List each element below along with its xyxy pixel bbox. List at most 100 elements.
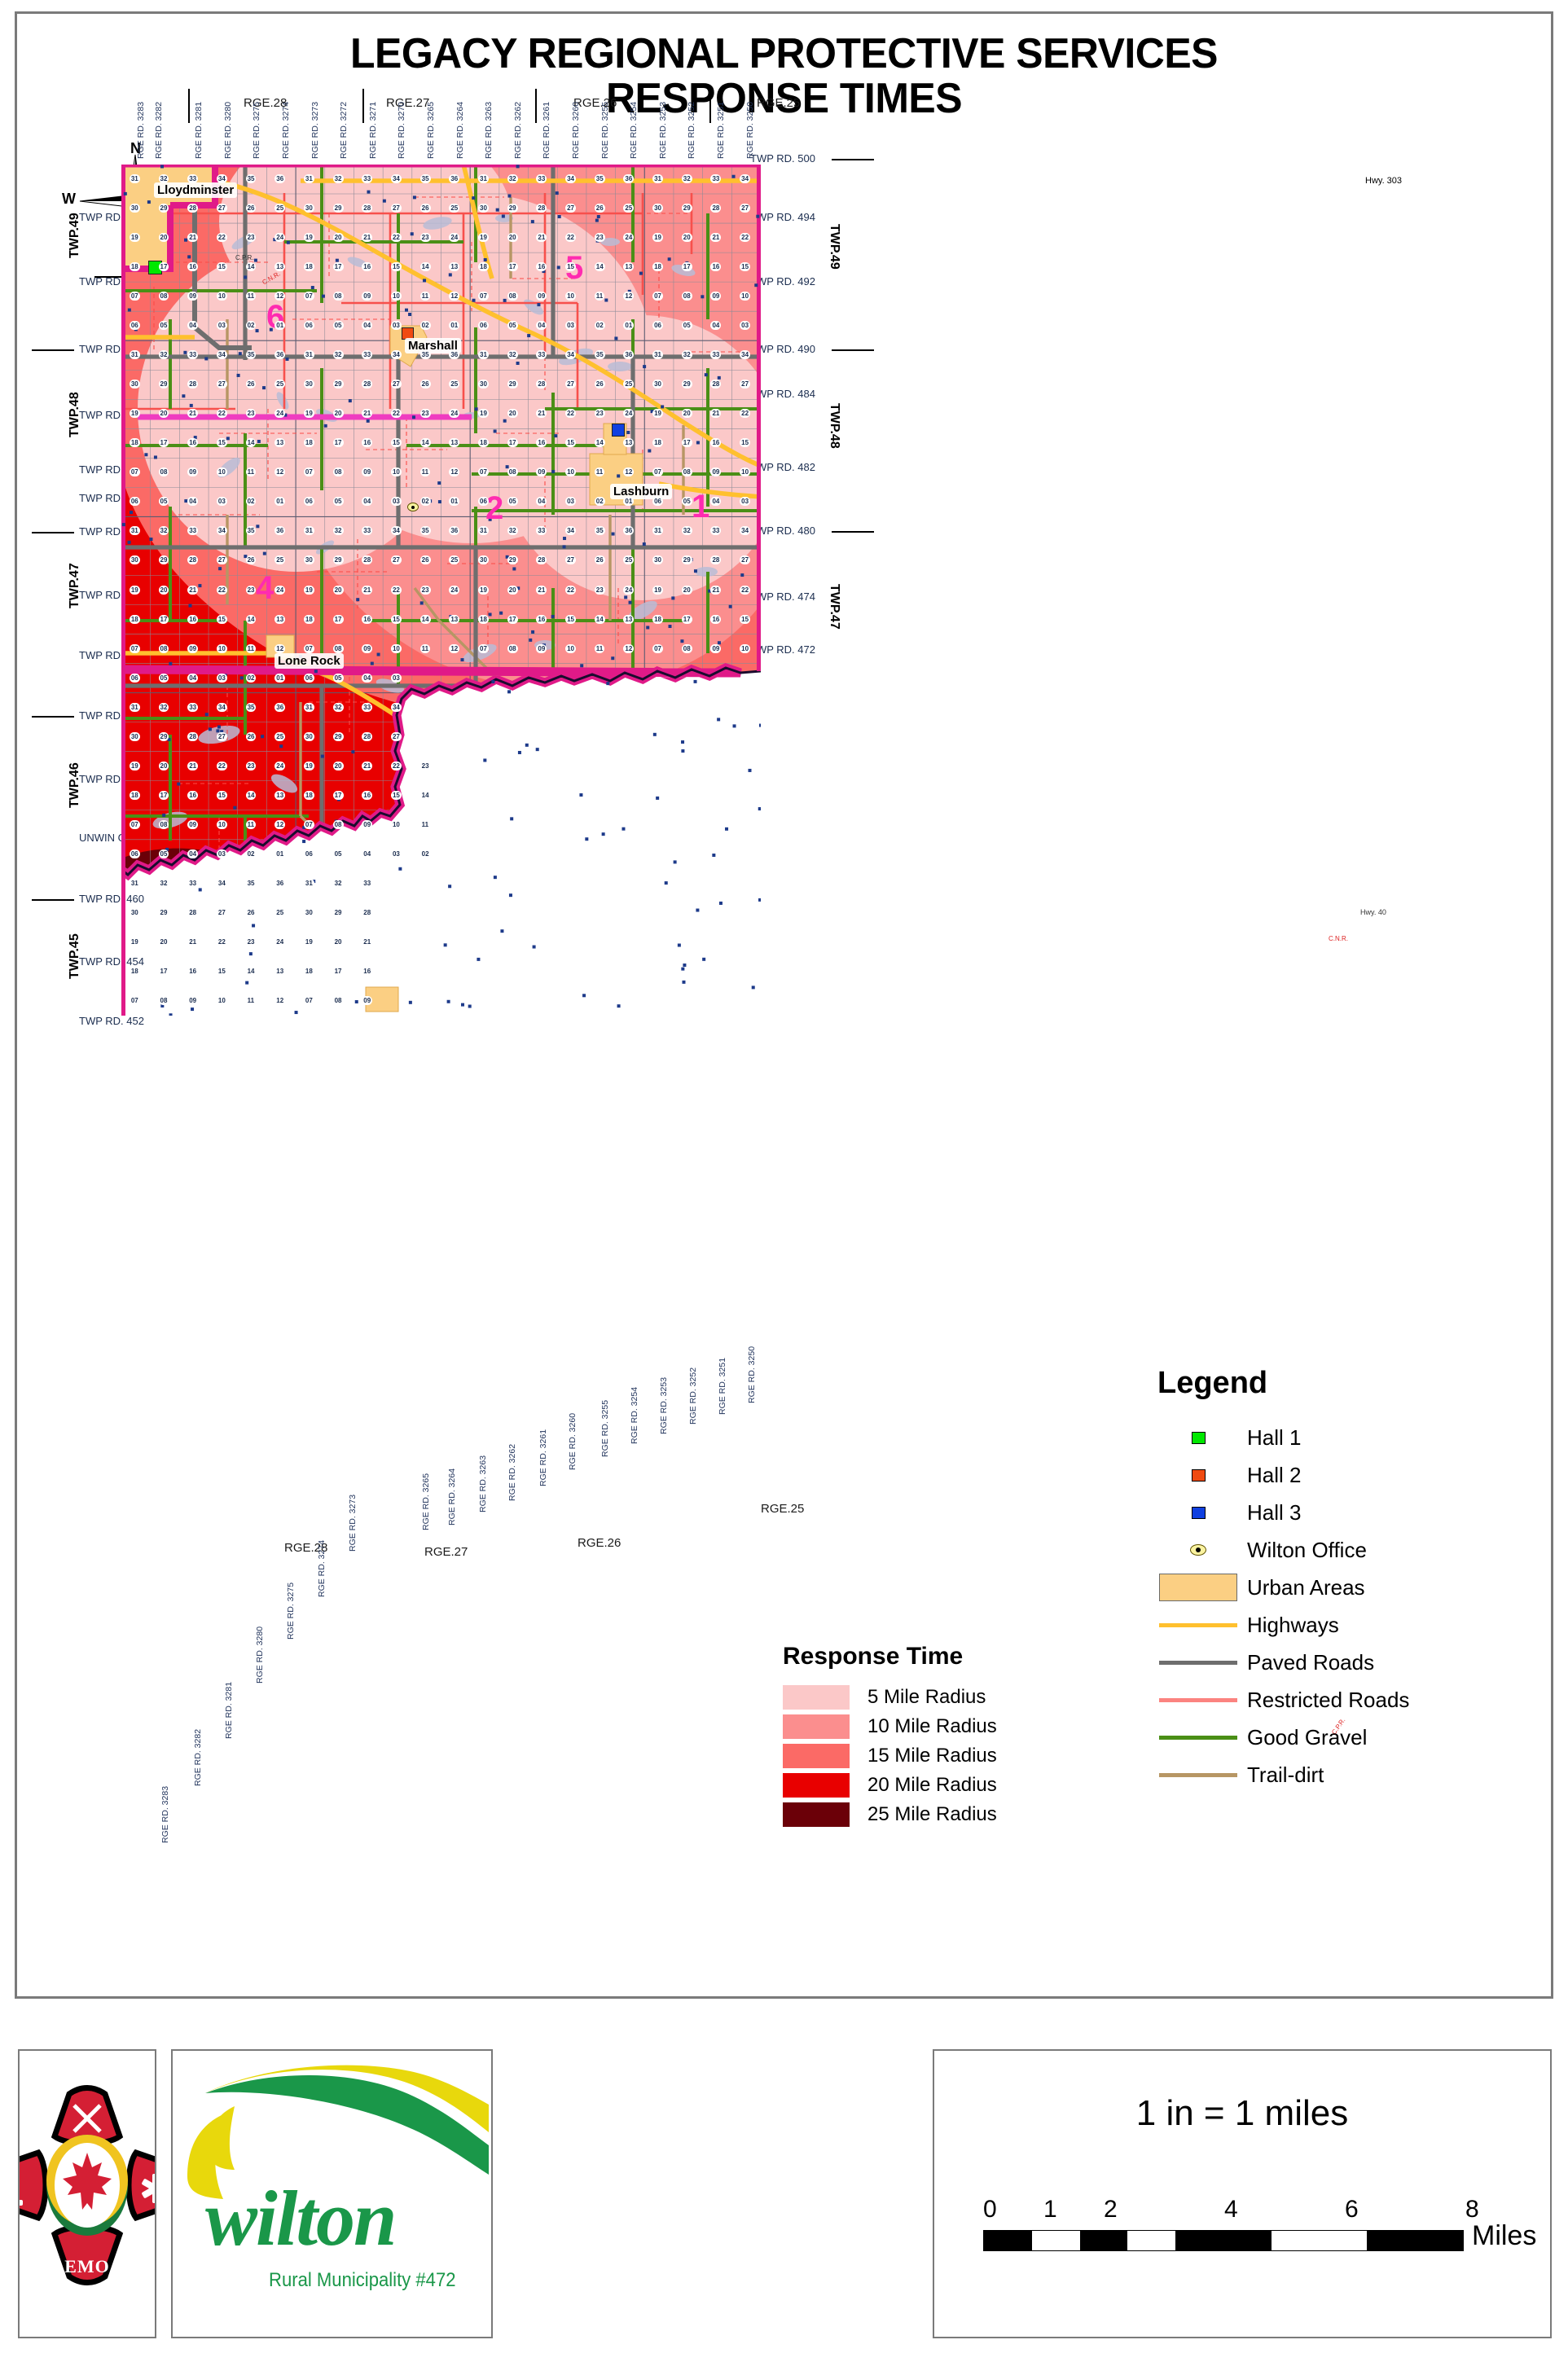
section-number: 18 <box>478 614 489 624</box>
section-number: 31 <box>652 526 664 536</box>
section-number: 27 <box>390 731 402 741</box>
section-number: 16 <box>362 790 373 800</box>
legend-item-hall-2[interactable]: Hall 2 <box>1149 1456 1491 1494</box>
township-road-label-left: TWP RD. 460 <box>79 893 144 905</box>
township-label-right: TWP.48 <box>828 403 841 449</box>
section-number: 28 <box>187 204 199 213</box>
hall-3-marker[interactable] <box>612 424 625 437</box>
section-number: 23 <box>594 233 605 243</box>
range-road-label-bottom-left: RGE RD. 3282 <box>193 1728 203 1786</box>
legend-item-good-gravel[interactable]: Good Gravel <box>1149 1719 1491 1756</box>
hwy-303-label: Hwy. 303 <box>1365 176 1403 186</box>
legend-item-wilton-office[interactable]: Wilton Office <box>1149 1531 1491 1569</box>
section-number: 19 <box>478 585 489 595</box>
section-number: 28 <box>710 555 722 565</box>
legend-item-label: Paved Roads <box>1247 1649 1375 1675</box>
section-number: 20 <box>332 937 344 946</box>
section-number: 36 <box>449 350 460 360</box>
legend-item-paved-roads[interactable]: Paved Roads <box>1149 1644 1491 1681</box>
section-number: 04 <box>187 673 199 683</box>
response-time-swatch <box>783 1714 850 1739</box>
section-number: 10 <box>390 819 402 829</box>
legend-item-restricted-roads[interactable]: Restricted Roads <box>1149 1681 1491 1719</box>
wilton-office-marker[interactable] <box>407 503 419 511</box>
response-time-item-5-mile[interactable]: 5 Mile Radius <box>783 1684 1084 1711</box>
range-road-label-top: RGE RD. 3261 <box>542 101 552 159</box>
section-number: 32 <box>332 526 344 536</box>
section-number: 29 <box>158 204 169 213</box>
section-number: 35 <box>419 526 431 536</box>
response-time-heading: Response Time <box>783 1643 964 1670</box>
range-road-label-bottom: RGE RD. 3263 <box>478 1455 488 1512</box>
section-number: 07 <box>478 292 489 301</box>
section-number: 05 <box>332 497 344 507</box>
section-number: 35 <box>594 174 605 184</box>
section-number: 25 <box>275 907 286 917</box>
section-number: 30 <box>652 380 664 389</box>
section-number: 17 <box>158 790 169 800</box>
section-number: 16 <box>187 262 199 272</box>
range-heading-top: RGE.25 <box>757 96 801 110</box>
section-number: 19 <box>129 409 140 419</box>
section-number: 24 <box>623 409 635 419</box>
section-number: 16 <box>362 438 373 448</box>
section-number: 26 <box>419 555 431 565</box>
section-number: 28 <box>710 380 722 389</box>
section-number: 18 <box>303 438 314 448</box>
section-number: 29 <box>332 907 344 917</box>
section-number: 33 <box>362 526 373 536</box>
section-number: 11 <box>245 643 257 653</box>
section-number: 29 <box>158 907 169 917</box>
range-heading-top: RGE.27 <box>386 96 430 110</box>
section-number: 02 <box>419 321 431 331</box>
section-number: 29 <box>507 555 518 565</box>
response-time-swatch <box>783 1773 850 1798</box>
section-number: 16 <box>710 438 722 448</box>
response-time-item-15-mile[interactable]: 15 Mile Radius <box>783 1742 1084 1770</box>
section-number: 15 <box>216 438 227 448</box>
section-number: 10 <box>390 468 402 477</box>
section-number: 10 <box>565 468 576 477</box>
response-time-label: 5 Mile Radius <box>867 1686 986 1708</box>
square-orange-icon <box>1149 1468 1247 1482</box>
legend-heading: Legend <box>1157 1366 1268 1400</box>
section-number: 08 <box>332 292 344 301</box>
compass-north-label: N <box>130 140 141 156</box>
range-road-label-top: RGE RD. 3273 <box>310 101 320 159</box>
section-number: 28 <box>362 907 373 917</box>
section-number: 35 <box>419 174 431 184</box>
section-number: 16 <box>362 614 373 624</box>
legend-item-hall-1[interactable]: Hall 1 <box>1149 1419 1491 1456</box>
section-number: 36 <box>623 526 635 536</box>
range-boundary-tick <box>188 89 190 123</box>
section-number: 33 <box>536 526 547 536</box>
section-number: 16 <box>710 262 722 272</box>
section-number: 33 <box>187 174 199 184</box>
section-number: 10 <box>565 643 576 653</box>
section-number: 09 <box>710 643 722 653</box>
response-time-item-20-mile[interactable]: 20 Mile Radius <box>783 1771 1084 1799</box>
legend-item-hall-3[interactable]: Hall 3 <box>1149 1494 1491 1531</box>
legend-item-urban-areas[interactable]: Urban Areas <box>1149 1569 1491 1606</box>
legend-item-highways[interactable]: Highways <box>1149 1606 1491 1644</box>
section-number: 21 <box>187 761 199 770</box>
section-number: 19 <box>129 761 140 770</box>
section-number: 33 <box>362 174 373 184</box>
section-number: 22 <box>216 409 227 419</box>
response-time-item-25-mile[interactable]: 25 Mile Radius <box>783 1801 1084 1828</box>
township-road-label-right: TWP RD. 482 <box>750 461 815 473</box>
section-number: 29 <box>158 380 169 389</box>
section-number: 14 <box>419 262 431 272</box>
section-number: 19 <box>652 409 664 419</box>
section-number: 04 <box>187 497 199 507</box>
section-number: 15 <box>740 614 751 624</box>
section-number: 10 <box>740 292 751 301</box>
range-road-label-top: RGE RD. 3282 <box>154 101 164 159</box>
section-number: 09 <box>362 292 373 301</box>
response-time-item-10-mile[interactable]: 10 Mile Radius <box>783 1713 1084 1741</box>
section-number: 27 <box>565 380 576 389</box>
road-line-icon <box>1149 1735 1247 1740</box>
section-number: 31 <box>129 702 140 712</box>
legend-item-trail-dirt[interactable]: Trail-dirt <box>1149 1756 1491 1793</box>
